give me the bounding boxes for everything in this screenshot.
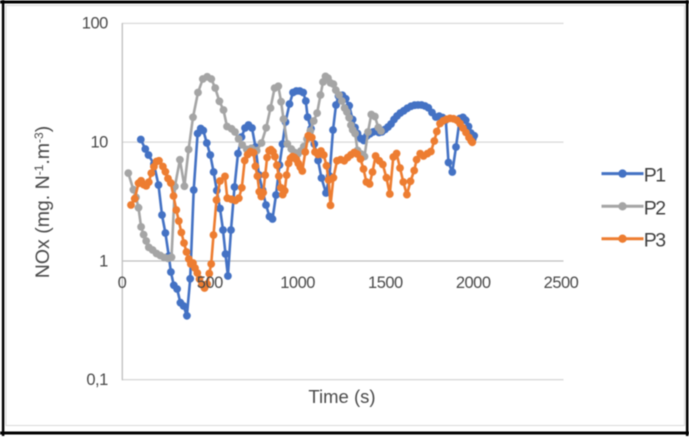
- svg-text:2500: 2500: [544, 274, 579, 292]
- svg-text:0: 0: [118, 274, 127, 292]
- svg-text:10: 10: [90, 133, 108, 151]
- svg-text:100: 100: [82, 15, 108, 33]
- svg-text:P3: P3: [644, 230, 666, 252]
- svg-text:1500: 1500: [368, 274, 403, 292]
- svg-text:P1: P1: [644, 165, 666, 187]
- svg-text:P2: P2: [644, 197, 666, 219]
- svg-text:1000: 1000: [280, 274, 315, 292]
- svg-text:500: 500: [197, 274, 223, 292]
- svg-text:1: 1: [99, 252, 108, 270]
- svg-text:Time (s): Time (s): [308, 386, 375, 407]
- svg-text:2000: 2000: [456, 274, 491, 292]
- svg-text:0,1: 0,1: [86, 371, 108, 389]
- svg-text:NOx (mg. N-1.m-3): NOx (mg. N-1.m-3): [32, 126, 54, 278]
